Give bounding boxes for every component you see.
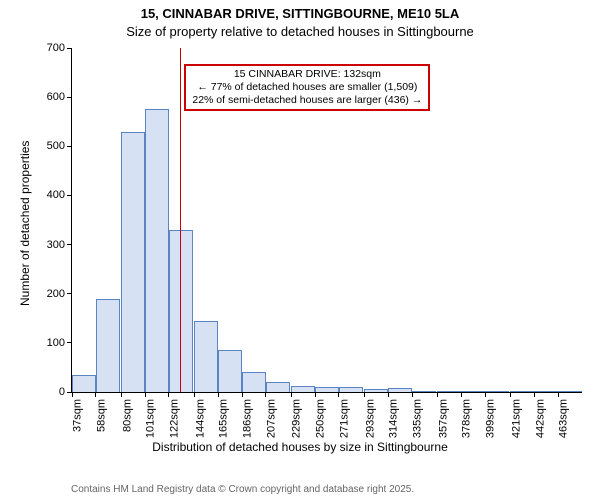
x-tick-label: 293sqm — [364, 399, 376, 438]
x-tick-mark — [291, 392, 292, 397]
x-tick-mark — [218, 392, 219, 397]
x-tick-mark — [242, 392, 243, 397]
histogram-bar — [412, 391, 436, 392]
chart-subtitle: Size of property relative to detached ho… — [0, 24, 600, 39]
x-tick-mark — [194, 392, 195, 397]
x-tick-label: 229sqm — [291, 399, 303, 438]
y-tick-mark — [67, 342, 72, 343]
footer-attribution: Contains HM Land Registry data © Crown c… — [71, 462, 453, 500]
x-tick-label: 335sqm — [412, 399, 424, 438]
y-tick-mark — [67, 293, 72, 294]
histogram-bar — [194, 321, 218, 392]
x-tick-mark — [95, 392, 96, 397]
histogram-bar — [534, 391, 558, 392]
x-tick-mark — [485, 392, 486, 397]
histogram-bar — [510, 391, 534, 392]
y-tick-label: 0 — [59, 386, 65, 398]
histogram-bar — [558, 391, 582, 392]
x-tick-label: 80sqm — [121, 399, 133, 432]
x-tick-mark — [412, 392, 413, 397]
histogram-bar — [461, 391, 485, 392]
x-tick-label: 58sqm — [96, 399, 108, 432]
x-tick-mark — [437, 392, 438, 397]
y-tick-label: 400 — [47, 189, 65, 201]
x-tick-label: 378sqm — [461, 399, 473, 438]
y-tick-mark — [67, 97, 72, 98]
x-tick-label: 207sqm — [266, 399, 278, 438]
histogram-bar — [72, 375, 96, 392]
x-tick-mark — [121, 392, 122, 397]
histogram-bar — [218, 350, 242, 392]
plot-area: 010020030040050060070037sqm58sqm80sqm101… — [71, 48, 582, 393]
y-tick-mark — [67, 244, 72, 245]
y-tick-label: 500 — [47, 140, 65, 152]
x-tick-label: 122sqm — [169, 399, 181, 438]
y-tick-mark — [67, 48, 72, 49]
x-tick-label: 399sqm — [485, 399, 497, 438]
histogram-bar — [145, 109, 169, 392]
x-axis-label: Distribution of detached houses by size … — [0, 440, 600, 454]
y-tick-label: 100 — [47, 337, 65, 349]
y-tick-mark — [67, 146, 72, 147]
x-tick-mark — [168, 392, 169, 397]
x-tick-mark — [145, 392, 146, 397]
x-tick-label: 442sqm — [534, 399, 546, 438]
x-tick-mark — [338, 392, 339, 397]
y-axis-label: Number of detached properties — [18, 141, 32, 306]
chart-container: { "title": { "line1": "15, CINNABAR DRIV… — [0, 0, 600, 500]
x-tick-label: 37sqm — [72, 399, 84, 432]
footer-line1: Contains HM Land Registry data © Crown c… — [71, 484, 453, 495]
histogram-bar — [242, 372, 266, 392]
callout-line1: 15 CINNABAR DRIVE: 132sqm — [192, 68, 422, 81]
histogram-bar — [364, 389, 388, 392]
x-tick-label: 463sqm — [558, 399, 570, 438]
x-tick-mark — [510, 392, 511, 397]
x-tick-label: 101sqm — [145, 399, 157, 438]
x-tick-label: 271sqm — [339, 399, 351, 438]
histogram-bar — [266, 382, 290, 392]
y-tick-label: 200 — [47, 288, 65, 300]
chart-title: 15, CINNABAR DRIVE, SITTINGBOURNE, ME10 … — [0, 6, 600, 21]
x-tick-label: 314sqm — [388, 399, 400, 438]
histogram-bar — [96, 299, 120, 392]
x-tick-label: 165sqm — [218, 399, 230, 438]
reference-line — [180, 48, 181, 392]
histogram-bar — [339, 387, 363, 392]
x-tick-mark — [558, 392, 559, 397]
x-tick-mark — [534, 392, 535, 397]
callout-line2: ← 77% of detached houses are smaller (1,… — [192, 81, 422, 94]
x-tick-mark — [461, 392, 462, 397]
callout-box: 15 CINNABAR DRIVE: 132sqm ← 77% of detac… — [184, 64, 430, 111]
x-tick-mark — [72, 392, 73, 397]
x-tick-label: 357sqm — [437, 399, 449, 438]
x-tick-label: 421sqm — [510, 399, 522, 438]
histogram-bar — [315, 387, 339, 392]
x-tick-label: 186sqm — [242, 399, 254, 438]
histogram-bar — [485, 391, 509, 392]
x-tick-mark — [315, 392, 316, 397]
y-tick-label: 300 — [47, 239, 65, 251]
y-tick-label: 700 — [47, 42, 65, 54]
histogram-bar — [437, 391, 461, 392]
x-tick-mark — [265, 392, 266, 397]
x-tick-label: 250sqm — [315, 399, 327, 438]
y-tick-label: 600 — [47, 91, 65, 103]
histogram-bar — [121, 132, 145, 392]
x-tick-mark — [388, 392, 389, 397]
histogram-bar — [388, 388, 412, 392]
x-tick-mark — [364, 392, 365, 397]
x-tick-label: 144sqm — [194, 399, 206, 438]
callout-line3: 22% of semi-detached houses are larger (… — [192, 94, 422, 107]
histogram-bar — [291, 386, 315, 392]
y-tick-mark — [67, 195, 72, 196]
